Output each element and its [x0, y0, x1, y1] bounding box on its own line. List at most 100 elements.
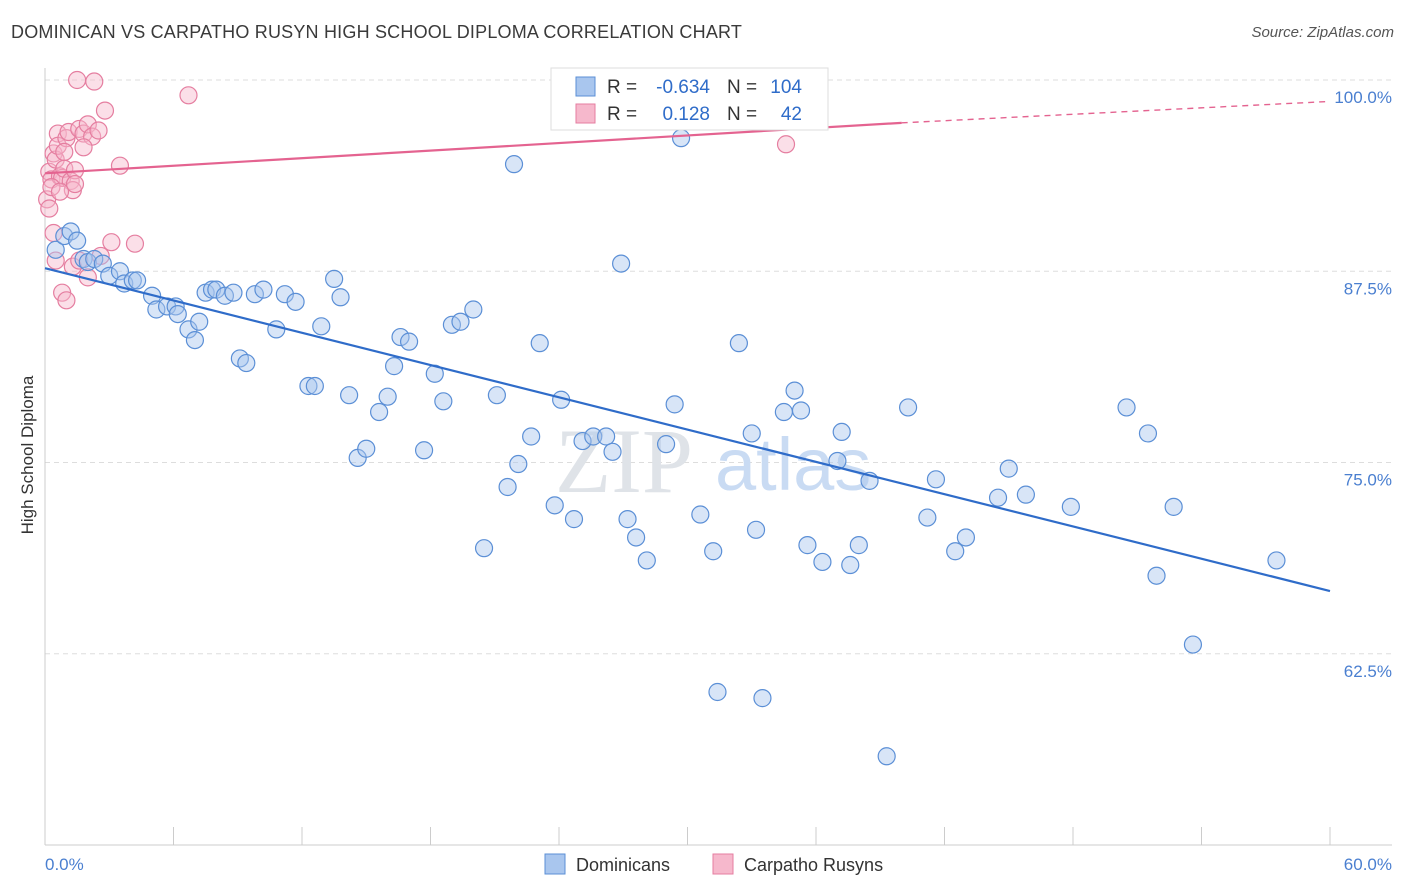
dominicans-point — [68, 231, 87, 250]
carpatho-rusyns-point — [68, 70, 87, 90]
dominicans-point — [584, 427, 603, 446]
carpatho-rusyns-point — [179, 86, 198, 105]
y-tick-label: 87.5% — [1344, 279, 1392, 298]
dominicans-point — [1138, 424, 1158, 443]
dominicans-point — [305, 376, 324, 396]
carpatho-rusyns-point — [95, 101, 115, 120]
dominicans-point — [1117, 398, 1136, 417]
carpatho-rusyns-point — [110, 156, 130, 175]
carpatho-rusyns-point — [59, 122, 78, 142]
carpatho-rusyns-point — [65, 174, 85, 194]
dominicans-point — [127, 271, 147, 290]
dominicans-point — [190, 312, 209, 331]
dominicans-point — [267, 320, 286, 339]
dominicans-point — [956, 528, 976, 547]
bottom-legend: Dominicans Carpatho Rusyns — [544, 853, 883, 875]
chart-title: DOMINICAN VS CARPATHO RUSYN HIGH SCHOOL … — [11, 22, 743, 42]
carpatho-rusyns-point — [55, 142, 74, 162]
dominicans-point — [813, 552, 832, 572]
dominicans-point — [357, 439, 376, 458]
dominicans-point — [753, 689, 772, 708]
bottom-legend-label-1: Dominicans — [576, 855, 670, 875]
dominicans-point — [665, 395, 684, 414]
source-label: Source: ZipAtlas.com — [1251, 24, 1394, 41]
dominicans-trend-line — [44, 267, 1331, 593]
dominicans-point — [849, 536, 868, 555]
carpatho-rusyns-trend-line — [44, 121, 902, 175]
dominicans-point — [224, 283, 243, 302]
dominicans-point — [1183, 635, 1203, 654]
dominicans-point — [926, 470, 946, 489]
dominicans-point — [245, 285, 264, 304]
dominicans-point — [286, 292, 305, 311]
legend-r-value-2: 0.128 — [662, 104, 710, 125]
carpatho-rusyns-point — [40, 199, 59, 218]
dominicans-point — [46, 240, 65, 259]
dominicans-point — [545, 496, 564, 515]
dominicans-point — [1147, 566, 1166, 585]
x-tick-label-min: 0.0% — [45, 855, 84, 874]
dominicans-point — [185, 331, 205, 350]
dominicans-point — [1061, 497, 1080, 516]
carpatho-rusyns-point — [42, 178, 61, 197]
dominicans-point — [742, 424, 761, 443]
watermark-zip: ZIP — [555, 410, 693, 512]
dominicans-point — [729, 334, 749, 353]
dominicans-point — [61, 222, 80, 241]
dominicans-point — [573, 431, 592, 451]
carpatho-rusyns-point — [125, 234, 145, 253]
legend-n-label-1: N = — [727, 77, 757, 98]
legend-r-value-1: -0.634 — [656, 77, 710, 98]
dominicans-point — [498, 477, 517, 497]
dominicans-point — [331, 288, 350, 307]
carpatho-rusyns-point — [50, 182, 70, 201]
dominicans-point — [841, 555, 860, 575]
dominicans-point — [237, 353, 256, 373]
carpatho-rusyns-point — [74, 138, 93, 157]
dominicans-point — [504, 155, 524, 174]
bottom-legend-swatch-blue — [544, 853, 566, 875]
dominicans-point — [414, 441, 434, 460]
dominicans-point — [946, 542, 965, 561]
dominicans-point — [785, 381, 804, 400]
legend-swatch-blue — [575, 76, 596, 97]
dominicans-point — [612, 254, 631, 273]
dominicans-point — [597, 427, 616, 446]
bottom-legend-swatch-pink — [712, 853, 734, 875]
legend-n-label-2: N = — [727, 104, 757, 125]
dominicans-point — [708, 682, 727, 702]
dominicans-point — [474, 539, 494, 558]
dominicans-point — [691, 505, 710, 524]
dominicans-point — [618, 510, 637, 529]
dominicans-point — [391, 327, 410, 347]
dominicans-point — [746, 520, 766, 539]
dominicans-point — [774, 402, 793, 422]
x-tick-label-max: 60.0% — [1344, 855, 1392, 874]
dominicans-point — [988, 488, 1008, 507]
watermark: ZIP atlas — [555, 410, 871, 512]
dominicans-point — [798, 536, 817, 555]
dominicans-point — [384, 357, 404, 376]
dominicans-points — [46, 129, 1286, 766]
dominicans-point — [85, 249, 104, 269]
dominicans-point — [230, 349, 249, 368]
bottom-legend-label-2: Carpatho Rusyns — [744, 855, 883, 875]
dominicans-point — [530, 334, 549, 353]
carpatho-rusyns-point — [46, 251, 65, 270]
dominicans-point — [791, 401, 811, 420]
y-axis-label: High School Diploma — [18, 375, 37, 534]
dominicans-point — [637, 551, 656, 570]
dominicans-point — [299, 376, 318, 396]
dominicans-point — [509, 454, 528, 474]
carpatho-rusyns-point — [776, 135, 796, 154]
dominicans-point — [656, 435, 676, 454]
carpatho-rusyns-point — [57, 291, 76, 310]
carpatho-rusyns-point — [102, 233, 121, 252]
dominicans-point — [603, 442, 622, 461]
trend-lines — [44, 100, 1331, 593]
dominicans-point — [522, 427, 541, 446]
legend-r-label-1: R = — [607, 77, 637, 98]
dominicans-point — [254, 280, 273, 299]
dominicans-point — [1267, 551, 1286, 570]
